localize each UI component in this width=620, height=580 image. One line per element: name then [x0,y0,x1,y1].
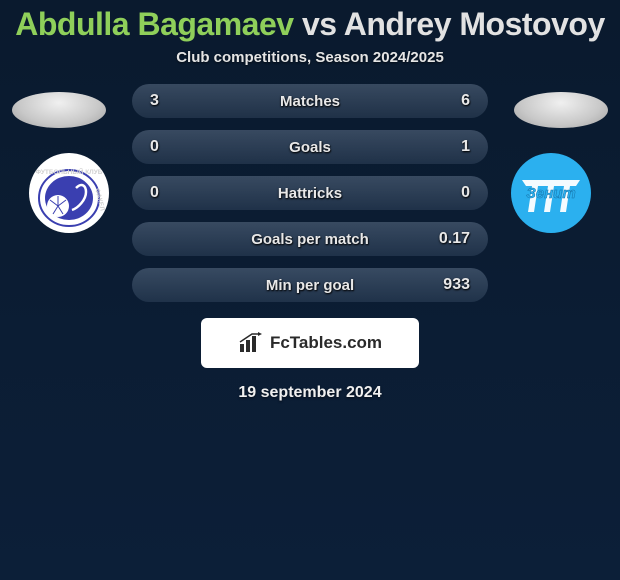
stat-label: Matches [190,93,430,110]
vs-text: vs [302,6,337,42]
stat-right-value: 0 [430,184,470,202]
stat-row: 0Goals1 [132,130,488,164]
stat-label: Hattricks [190,185,430,202]
stat-right-value: 6 [430,92,470,110]
stat-right-value: 0.17 [430,230,470,248]
club-logo-right: Зенит [510,152,592,234]
player1-name: Abdulla Bagamaev [15,6,293,42]
stat-label: Goals per match [190,231,430,248]
comparison-area: ФУТБОЛЬНЫЙ КЛУБФАКЕЛ Зенит 3Matches60Goa… [0,84,620,402]
stat-left-value: 0 [150,138,190,156]
brand-text: FcTables.com [270,333,382,353]
stat-left-value: 0 [150,184,190,202]
club-logo-left: ФУТБОЛЬНЫЙ КЛУБФАКЕЛ [28,152,110,234]
stat-row: Goals per match0.17 [132,222,488,256]
bar-chart-icon [238,332,264,354]
stats-list: 3Matches60Goals10Hattricks0Goals per mat… [132,84,488,302]
player2-avatar-placeholder [514,92,608,128]
stat-right-value: 1 [430,138,470,156]
club-right-crest-icon: Зенит [510,152,592,234]
player2-name: Andrey Mostovoy [344,6,605,42]
stat-row: 0Hattricks0 [132,176,488,210]
svg-text:ФУТБОЛЬНЫЙ КЛУБ: ФУТБОЛЬНЫЙ КЛУБ [36,167,103,176]
club-left-crest-icon: ФУТБОЛЬНЫЙ КЛУБФАКЕЛ [28,152,110,234]
brand-badge[interactable]: FcTables.com [201,318,419,368]
subtitle: Club competitions, Season 2024/2025 [0,49,620,66]
date-text: 19 september 2024 [0,384,620,402]
stat-label: Goals [190,139,430,156]
svg-text:Зенит: Зенит [526,185,576,202]
page-title: Abdulla Bagamaev vs Andrey Mostovoy [0,0,620,43]
stat-row: Min per goal933 [132,268,488,302]
stat-label: Min per goal [190,277,430,294]
stat-right-value: 933 [430,276,470,294]
player1-avatar-placeholder [12,92,106,128]
stat-left-value: 3 [150,92,190,110]
stat-row: 3Matches6 [132,84,488,118]
